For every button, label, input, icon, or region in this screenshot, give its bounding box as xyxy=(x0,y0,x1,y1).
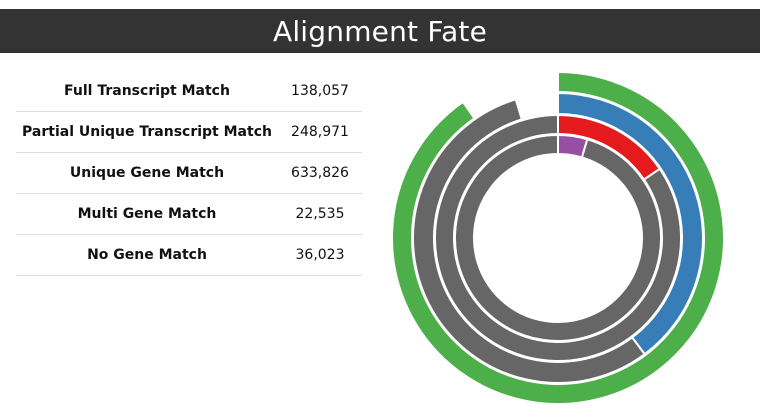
row-value: 248,971 xyxy=(278,111,362,153)
row-label: Unique Gene Match xyxy=(16,152,278,194)
row-value: 36,023 xyxy=(278,234,362,276)
table-row: Partial Unique Transcript Match 248,971 xyxy=(16,111,362,153)
row-value: 22,535 xyxy=(278,193,362,235)
row-value: 138,057 xyxy=(278,71,362,112)
page-title: Alignment Fate xyxy=(0,9,760,53)
row-label: Multi Gene Match xyxy=(16,193,278,235)
page-title-text: Alignment Fate xyxy=(272,14,488,48)
row-value: 633,826 xyxy=(278,152,362,194)
alignment-fate-donut-chart xyxy=(391,70,725,405)
row-label: Partial Unique Transcript Match xyxy=(16,111,278,153)
table-row: Multi Gene Match 22,535 xyxy=(16,193,362,235)
row-label: Full Transcript Match xyxy=(16,71,278,112)
row-label: No Gene Match xyxy=(16,234,278,276)
table-row: No Gene Match 36,023 xyxy=(16,234,362,276)
table-row: Full Transcript Match 138,057 xyxy=(16,71,362,112)
table-row: Unique Gene Match 633,826 xyxy=(16,152,362,194)
alignment-fate-table: Full Transcript Match 138,057 Partial Un… xyxy=(16,71,362,276)
donut-inner-segment-1 xyxy=(454,133,662,342)
